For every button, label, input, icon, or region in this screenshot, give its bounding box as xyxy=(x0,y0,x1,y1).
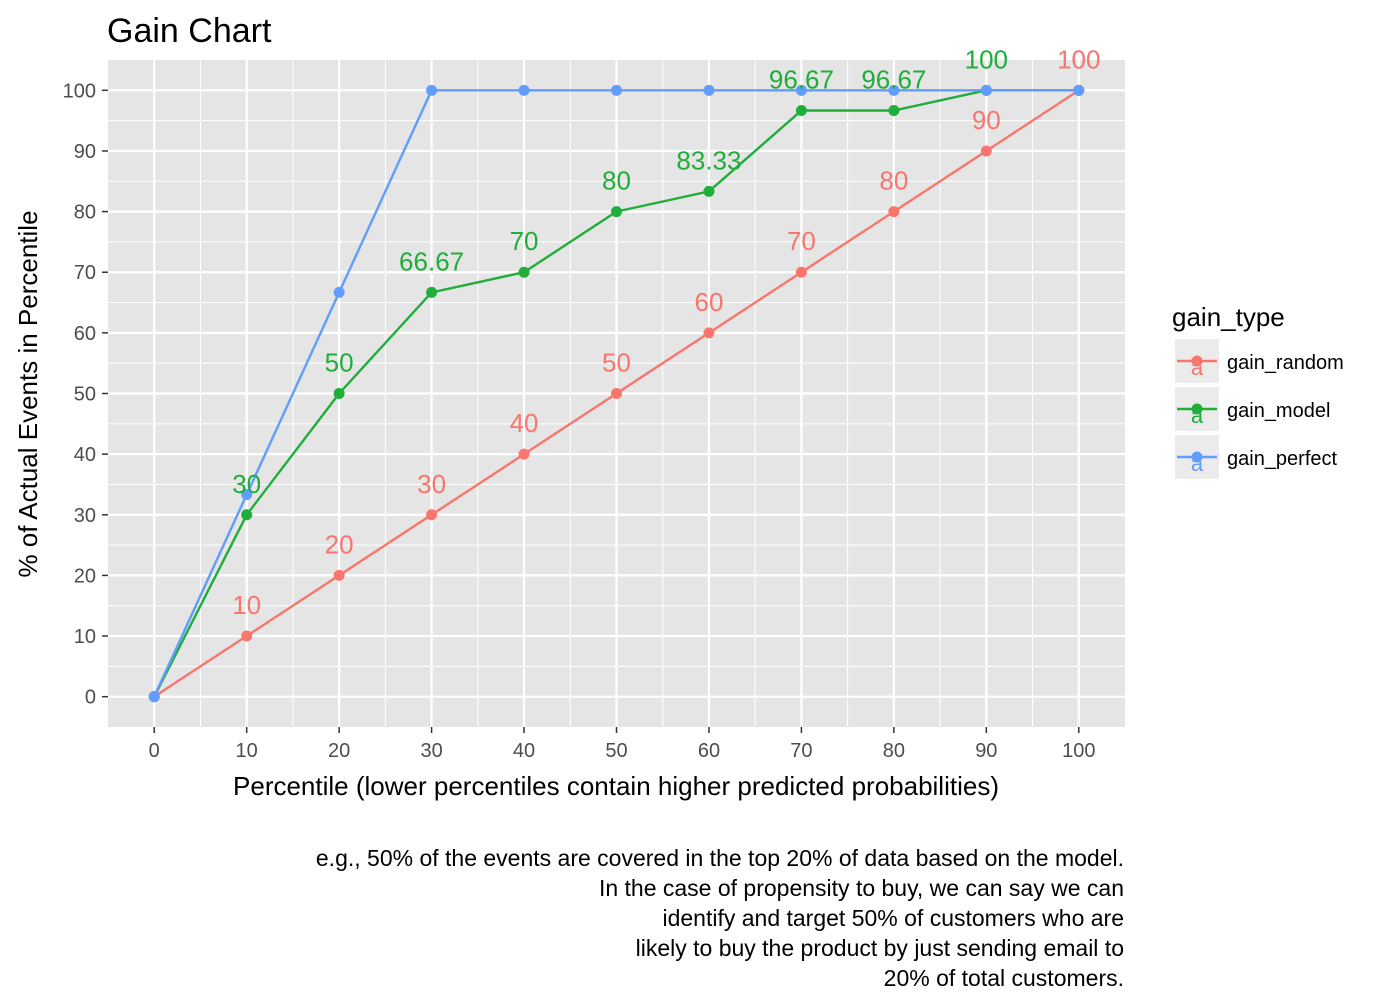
caption-line: e.g., 50% of the events are covered in t… xyxy=(316,845,1124,871)
x-tick-label: 20 xyxy=(328,740,350,762)
data-label-gain_model: 70 xyxy=(510,226,539,256)
data-point-gain_model xyxy=(241,509,253,521)
data-point-gain_perfect xyxy=(795,84,807,96)
x-tick-label: 70 xyxy=(790,740,812,762)
data-label-gain_model: 83.33 xyxy=(676,145,741,175)
x-tick-label: 50 xyxy=(605,740,627,762)
y-tick-label: 80 xyxy=(74,202,96,224)
y-axis-ticks: 0 10 20 30 40 50 60 70 80 90 100 xyxy=(63,80,108,709)
data-label-gain_model: 50 xyxy=(325,348,354,378)
x-tick-label: 90 xyxy=(975,740,997,762)
y-tick-label: 60 xyxy=(74,323,96,345)
legend-key-glyph-gain_perfect: a xyxy=(1191,451,1204,476)
y-tick-label: 40 xyxy=(74,444,96,466)
y-tick-label: 70 xyxy=(74,262,96,284)
data-point-gain_perfect xyxy=(888,84,900,96)
data-label-gain_model: 100 xyxy=(965,44,1008,74)
data-label-gain_random: 20 xyxy=(325,529,354,559)
data-point-gain_random xyxy=(703,327,715,339)
x-axis-ticks: 0 10 20 30 40 50 60 70 80 90 100 xyxy=(149,727,1095,762)
y-tick-label: 90 xyxy=(74,141,96,163)
data-point-gain_random xyxy=(611,388,622,399)
data-label-gain_random: 50 xyxy=(602,348,631,378)
y-tick-label: 10 xyxy=(74,626,96,648)
legend-key-glyph-gain_model: a xyxy=(1191,403,1204,428)
data-point-gain_random xyxy=(426,509,438,521)
legend-label-gain_model: gain_model xyxy=(1227,400,1330,422)
x-tick-label: 100 xyxy=(1062,740,1095,762)
y-axis-title: % of Actual Events in Percentile xyxy=(13,210,43,577)
data-label-gain_random: 40 xyxy=(510,408,539,438)
x-tick-label: 60 xyxy=(698,740,720,762)
data-point-gain_perfect xyxy=(1073,84,1085,96)
data-point-gain_model xyxy=(888,105,900,117)
data-label-gain_random: 30 xyxy=(417,469,446,499)
data-point-gain_perfect xyxy=(241,489,253,501)
data-point-gain_random xyxy=(795,266,807,278)
data-label-gain_model: 66.67 xyxy=(399,246,464,276)
legend-key-point-gain_random xyxy=(1191,355,1203,367)
legend-key-glyph-gain_random: a xyxy=(1191,355,1204,380)
data-label-layer: 10 20 30 40 50 60 70 80 90 100 30 50 66.67 70 80 83.33 9… xyxy=(232,44,1100,620)
legend-title: gain_type xyxy=(1172,302,1285,332)
data-point-gain_perfect xyxy=(518,84,530,96)
data-point-gain_model xyxy=(333,388,345,399)
data-point-gain_perfect xyxy=(333,286,345,298)
data-point-gain_model xyxy=(703,185,715,197)
data-point-gain_perfect xyxy=(703,84,715,96)
y-tick-label: 50 xyxy=(74,384,96,406)
x-tick-label: 10 xyxy=(236,740,258,762)
x-tick-label: 0 xyxy=(149,740,160,762)
data-label-gain_random: 10 xyxy=(232,590,261,620)
y-tick-label: 0 xyxy=(85,687,96,709)
caption: e.g., 50% of the events are covered in t… xyxy=(316,845,1124,991)
caption-line: identify and target 50% of customers who… xyxy=(662,905,1124,931)
data-point-gain_random xyxy=(980,145,992,157)
legend-key-point-gain_perfect xyxy=(1191,451,1203,463)
y-tick-label: 20 xyxy=(74,565,96,587)
data-label-gain_random: 70 xyxy=(787,226,816,256)
legend-key-point-gain_model xyxy=(1191,403,1203,415)
data-point-gain_model xyxy=(611,206,622,218)
chart-title: Gain Chart xyxy=(107,12,272,50)
series-layer xyxy=(148,84,1085,703)
y-tick-label: 30 xyxy=(74,505,96,527)
legend-label-gain_random: gain_random xyxy=(1227,352,1344,374)
data-point-gain_random xyxy=(518,448,530,460)
data-point-gain_model xyxy=(518,266,530,278)
data-label-gain_random: 90 xyxy=(972,105,1001,135)
data-label-gain_random: 60 xyxy=(694,287,723,317)
data-point-gain_random xyxy=(241,630,253,642)
data-label-gain_model: 30 xyxy=(232,469,261,499)
data-label-gain_model: 80 xyxy=(602,166,631,196)
x-axis-title: Percentile (lower percentiles contain hi… xyxy=(233,771,999,801)
caption-line: In the case of propensity to buy, we can… xyxy=(599,875,1124,901)
data-point-gain_random xyxy=(333,569,345,581)
data-label-gain_model: 96.67 xyxy=(769,65,834,95)
x-tick-label: 40 xyxy=(513,740,535,762)
caption-line: likely to buy the product by just sendin… xyxy=(636,935,1124,961)
data-point-gain_model xyxy=(426,286,438,298)
caption-line: 20% of total customers. xyxy=(884,965,1124,991)
x-tick-label: 30 xyxy=(420,740,442,762)
data-point-gain_model xyxy=(795,105,807,117)
data-point-gain_perfect xyxy=(148,691,160,703)
data-label-gain_model: 96.67 xyxy=(861,65,926,95)
y-tick-label: 100 xyxy=(63,80,96,102)
data-point-gain_perfect xyxy=(426,84,438,96)
legend-label-gain_perfect: gain_perfect xyxy=(1227,448,1338,470)
data-point-gain_perfect xyxy=(980,84,992,96)
data-point-gain_random xyxy=(888,206,900,218)
data-label-gain_random: 80 xyxy=(879,166,908,196)
x-tick-label: 80 xyxy=(883,740,905,762)
data-label-gain_random: 100 xyxy=(1057,44,1100,74)
data-point-gain_perfect xyxy=(611,84,622,96)
